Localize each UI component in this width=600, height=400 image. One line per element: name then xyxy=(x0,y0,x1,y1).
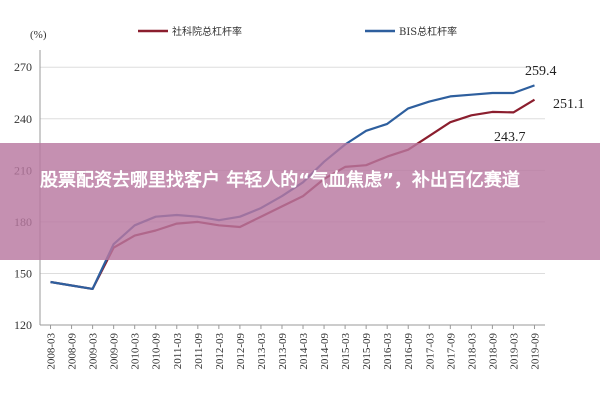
y-unit-label: (%) xyxy=(30,29,47,41)
x-tick-label: 2011-03 xyxy=(172,333,184,370)
article-title-banner[interactable]: 股票配资去哪里找客户 年轻人的“气血焦虑”，补出百亿赛道 xyxy=(0,143,600,260)
x-tick-label: 2012-03 xyxy=(214,333,226,370)
x-tick-label: 2014-09 xyxy=(319,333,331,370)
legend-label-bis: BIS总杠杆率 xyxy=(399,25,457,38)
x-tick-labels: 2008-03 2008-09 2009-03 2009-09 2010-03 2010-… xyxy=(46,325,541,370)
legend-label-cass: 社科院总杠杆率 xyxy=(172,25,242,38)
x-tick-label: 2011-09 xyxy=(193,333,205,370)
annotation-cass-prev: 243.7 xyxy=(494,130,526,145)
x-tick-label: 2019-09 xyxy=(529,333,541,370)
x-tick-label: 2018-09 xyxy=(487,333,499,370)
x-tick-label: 2012-09 xyxy=(235,333,247,370)
x-tick-label: 2009-03 xyxy=(88,333,100,370)
y-tick-label: 270 xyxy=(14,60,32,74)
x-tick-label: 2015-03 xyxy=(340,333,352,370)
x-tick-label: 2013-03 xyxy=(256,333,268,370)
x-tick-label: 2018-03 xyxy=(466,333,478,370)
x-tick-label: 2016-03 xyxy=(382,333,394,370)
y-tick-label: 150 xyxy=(14,266,32,280)
x-tick-label: 2008-09 xyxy=(67,333,79,370)
x-tick-label: 2010-03 xyxy=(130,333,142,370)
annotation-cass-last: 251.1 xyxy=(553,97,585,112)
legend: 社科院总杠杆率 BIS总杠杆率 xyxy=(138,25,457,38)
article-title[interactable]: 股票配资去哪里找客户 年轻人的“气血焦虑”，补出百亿赛道 xyxy=(40,170,520,191)
x-tick-label: 2019-03 xyxy=(508,333,520,370)
x-tick-label: 2014-03 xyxy=(298,333,310,370)
x-tick-label: 2008-03 xyxy=(46,333,58,370)
x-tick-label: 2010-09 xyxy=(151,333,163,370)
x-tick-label: 2009-09 xyxy=(109,333,121,370)
x-tick-label: 2017-03 xyxy=(424,333,436,370)
x-tick-label: 2017-09 xyxy=(445,333,457,370)
y-tick-label: 240 xyxy=(14,112,32,126)
x-tick-label: 2015-09 xyxy=(361,333,373,370)
annotation-bis-last: 259.4 xyxy=(525,64,557,79)
x-tick-label: 2013-09 xyxy=(277,333,289,370)
x-tick-label: 2016-09 xyxy=(403,333,415,370)
y-tick-label: 120 xyxy=(14,318,32,332)
